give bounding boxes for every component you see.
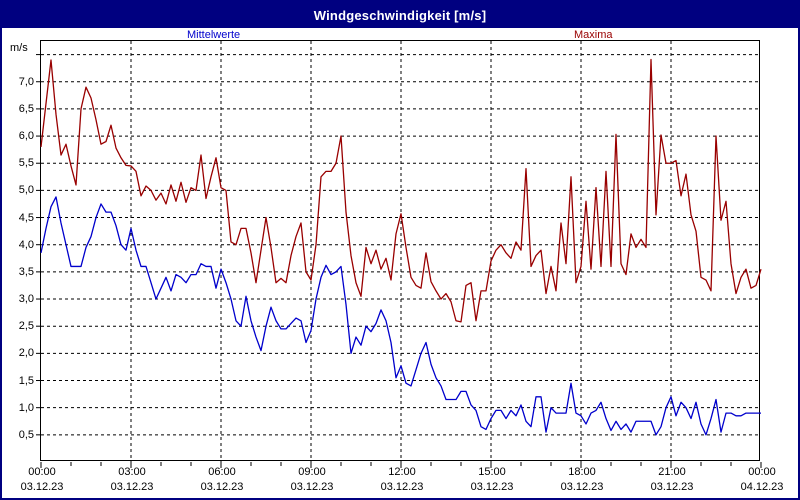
y-tick-label: 1,5 (18, 374, 34, 387)
y-tick-label: 2,5 (18, 320, 34, 333)
y-tick-label: 0,5 (18, 428, 34, 441)
series-line-mittelwerte (40, 196, 761, 436)
y-tick-label: 7,0 (18, 75, 34, 88)
x-tick-time-label: 09:00 (298, 466, 326, 478)
x-tick-date-label: 03.12.23 (560, 481, 604, 493)
x-tick-time-label: 00:00 (28, 466, 56, 478)
x-tick-time-label: 06:00 (208, 466, 236, 478)
wind-speed-chart (36, 41, 762, 468)
window-title: Windgeschwindigkeit [m/s] (313, 7, 487, 23)
y-tick-label: 5,0 (18, 184, 34, 197)
x-tick-time-label: 03:00 (118, 466, 146, 478)
x-tick-time-label: 15:00 (478, 466, 506, 478)
y-tick-label: 6,0 (18, 130, 34, 143)
y-tick-label: 4,0 (18, 238, 34, 251)
x-tick-date-label: 03.12.23 (200, 481, 244, 493)
y-tick-label: 3,0 (18, 293, 34, 306)
legend-mittelwerte: Mittelwerte (187, 29, 241, 41)
legend-maxima: Maxima (574, 29, 613, 41)
x-tick-date-label: 03.12.23 (650, 481, 694, 493)
x-tick-date-label: 03.12.23 (470, 481, 514, 493)
y-tick-label: 6,5 (18, 102, 34, 115)
x-tick-date-label: 03.12.23 (290, 481, 334, 493)
y-tick-label: 5,5 (18, 157, 34, 170)
series-line-maxima (40, 58, 762, 323)
x-tick-date-label: 03.12.23 (20, 481, 64, 493)
x-tick-time-label: 21:00 (658, 466, 686, 478)
y-tick-label: 3,5 (18, 265, 34, 278)
x-tick-date-label: 03.12.23 (380, 481, 424, 493)
x-tick-time-label: 00:00 (748, 466, 776, 478)
title-bar: Windgeschwindigkeit [m/s] (2, 2, 798, 28)
y-tick-label: 1,0 (18, 401, 34, 414)
plot-area (36, 40, 762, 468)
x-tick-time-label: 12:00 (388, 466, 416, 478)
y-tick-label: 4,5 (18, 211, 34, 224)
x-tick-time-label: 18:00 (568, 466, 596, 478)
y-axis-unit-label: m/s (10, 42, 28, 54)
x-tick-date-label: 04.12.23 (740, 481, 784, 493)
x-tick-date-label: 03.12.23 (110, 481, 154, 493)
y-tick-label: 2,0 (18, 347, 34, 360)
